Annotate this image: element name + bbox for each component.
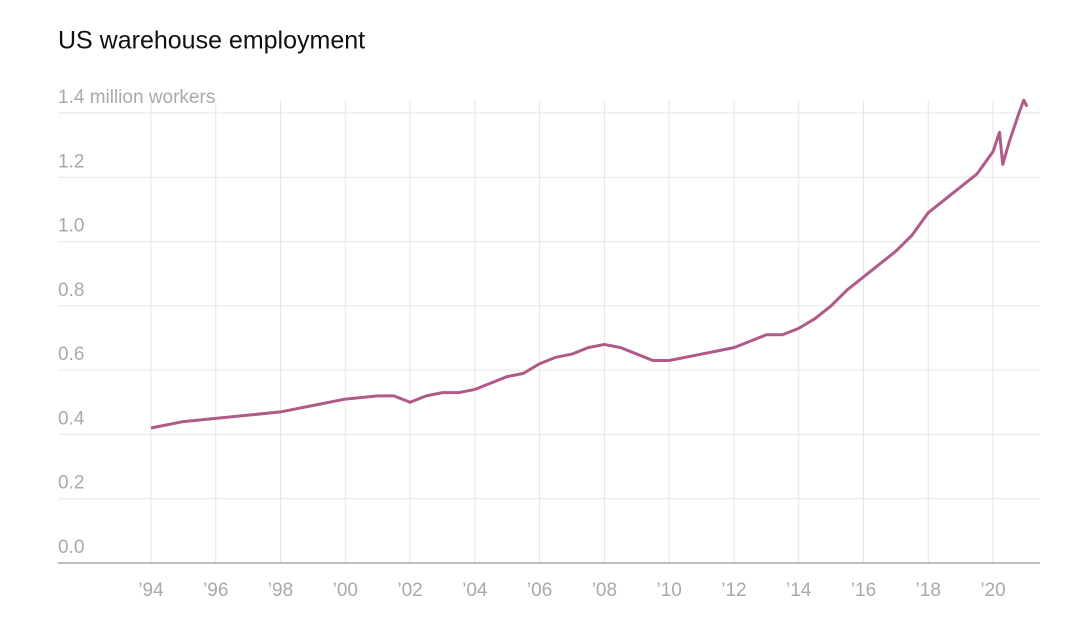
x-tick-label: ’96 xyxy=(203,580,228,601)
line xyxy=(150,98,1029,430)
y-tick-label: 0.6 xyxy=(58,344,84,365)
x-tick-label: ’20 xyxy=(980,580,1005,601)
x-tick-label: ’94 xyxy=(138,580,164,601)
x-tick-label: ’04 xyxy=(462,580,488,601)
chart-title: US warehouse employment xyxy=(58,27,365,55)
y-tick-label: 1.4 million workers xyxy=(58,87,215,108)
x-tick-label: ’14 xyxy=(786,580,812,601)
x-tick-label: ’10 xyxy=(656,580,681,601)
x-tick-label: ’16 xyxy=(851,580,876,601)
y-tick-label: 0.0 xyxy=(58,537,84,558)
x-tick-label: ’08 xyxy=(592,580,617,601)
x-tick-label: ’02 xyxy=(397,580,422,601)
x-tick-label: ’98 xyxy=(268,580,293,601)
x-tick-label: ’12 xyxy=(721,580,746,601)
x-tick-label: ’06 xyxy=(527,580,552,601)
y-tick-label: 1.0 xyxy=(58,216,84,237)
x-tick-label: ’18 xyxy=(916,580,941,601)
y-tick-label: 0.2 xyxy=(58,473,84,494)
x-tick-label: ’00 xyxy=(333,580,358,601)
y-tick-label: 1.2 xyxy=(58,151,84,172)
y-tick-label: 0.8 xyxy=(58,280,84,301)
y-tick-label: 0.4 xyxy=(58,408,85,429)
